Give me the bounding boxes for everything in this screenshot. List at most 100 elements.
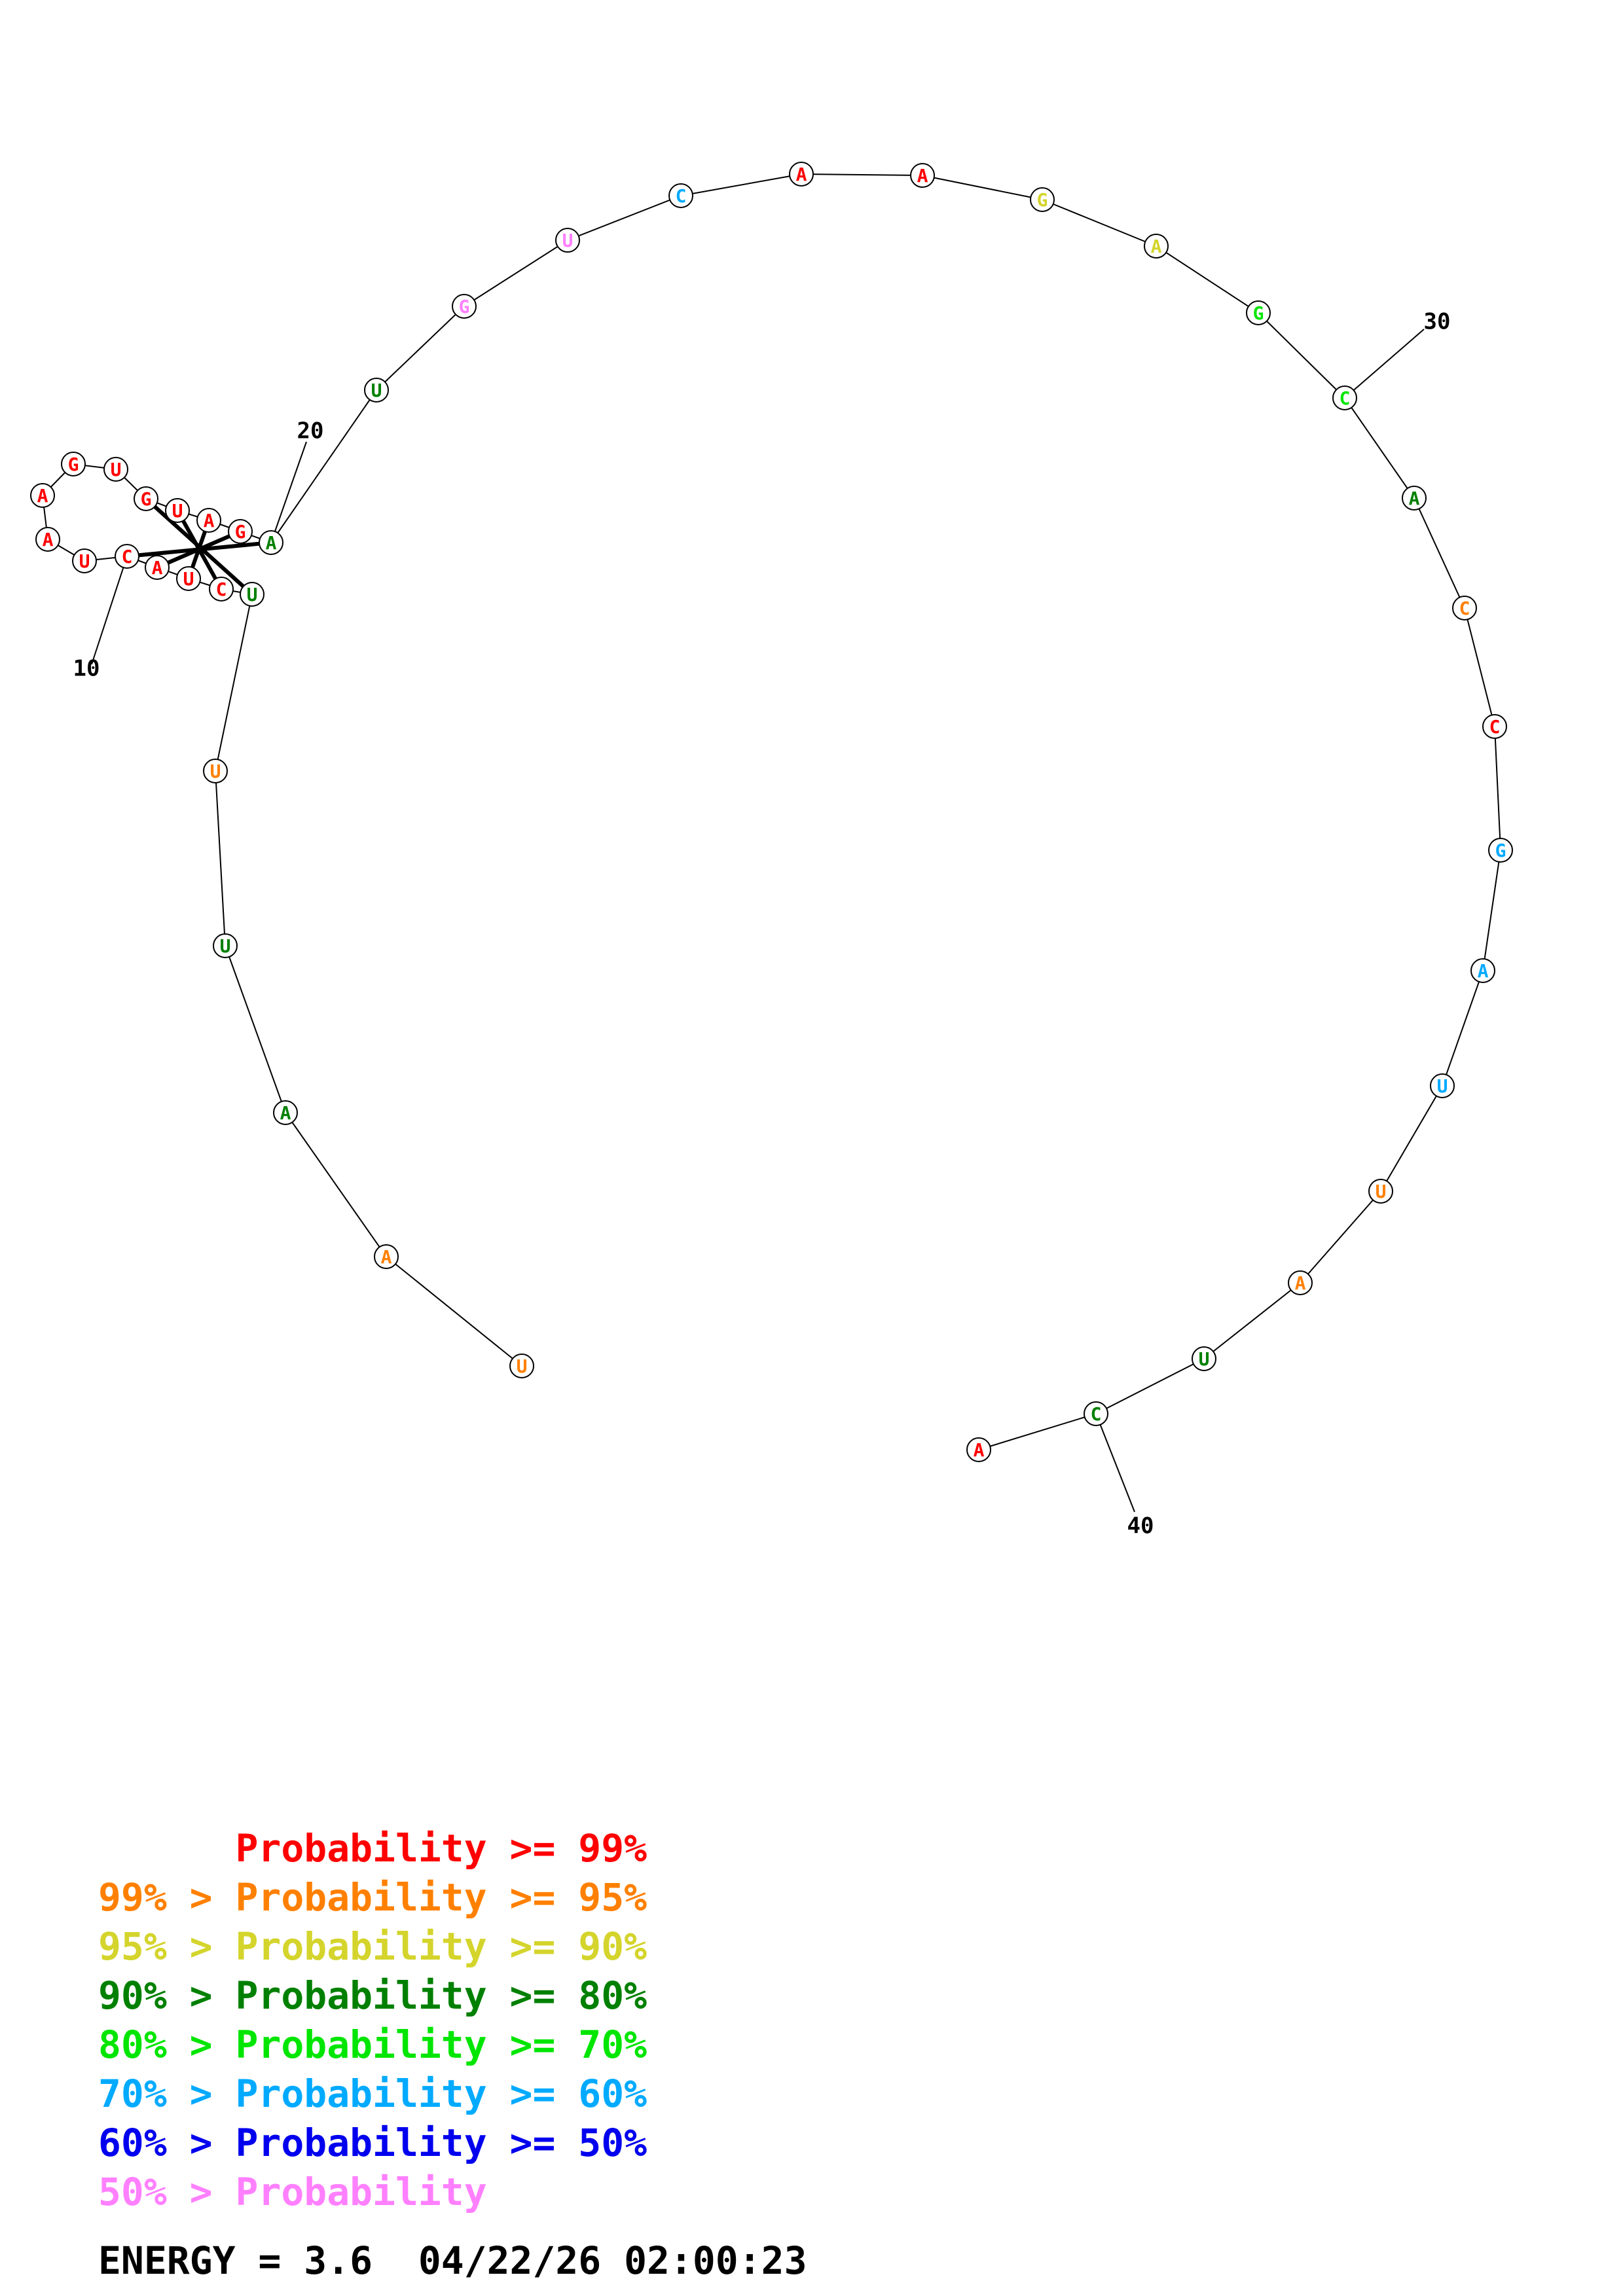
nucleotide: C <box>1452 596 1477 620</box>
backbone-link <box>1258 312 1345 399</box>
nucleotide: U <box>364 378 389 403</box>
backbone-link <box>225 945 286 1113</box>
nucleotide-letter: A <box>37 485 48 507</box>
base-pair-bond <box>144 497 254 596</box>
nucleotide: A <box>259 530 283 555</box>
nucleotide: G <box>228 519 253 544</box>
legend-entry-p50: 60% > Probability >= 50% <box>98 2121 647 2165</box>
position-label-30: 30 <box>1424 309 1451 335</box>
backbone-link <box>215 594 253 772</box>
nucleotide-circle <box>364 378 389 403</box>
nucleotide: A <box>196 508 221 533</box>
nucleotide: U <box>72 548 97 573</box>
backbone-link <box>386 1256 522 1367</box>
nucleotide: U <box>1192 1346 1216 1371</box>
nucleotide-circle <box>1288 1270 1313 1295</box>
nucleotide: G <box>452 294 477 319</box>
nucleotide: A <box>145 555 170 580</box>
nucleotide-letter: U <box>562 230 574 251</box>
legend-entry-plow: 50% > Probability <box>98 2170 487 2214</box>
nucleotide-circle <box>1368 1179 1393 1204</box>
nucleotide: U <box>213 933 238 958</box>
nucleotide-letter: A <box>974 1439 985 1461</box>
nucleotide: G <box>61 452 86 476</box>
nucleotide: C <box>1084 1401 1108 1426</box>
nucleotide-letter: C <box>676 185 687 207</box>
nucleotide: C <box>209 577 234 601</box>
nucleotide-letter: A <box>381 1246 392 1268</box>
nucleotide-circle <box>1430 1073 1455 1098</box>
nucleotide-circle <box>103 457 128 482</box>
backbone-link <box>1464 607 1495 727</box>
nucleotide-letter: A <box>266 532 277 554</box>
nucleotide-letter: C <box>216 579 227 600</box>
nucleotide-letter: A <box>917 165 928 187</box>
backbone-link <box>567 195 682 241</box>
legend-entry-p99: Probability >= 99% <box>98 1826 647 1871</box>
nucleotide: A <box>273 1100 298 1125</box>
backbone-link <box>270 389 377 543</box>
position-ticks: 10 20 30 40 <box>73 309 1451 1539</box>
nucleotide: U <box>240 582 264 607</box>
nucleotide-letter: U <box>172 500 183 522</box>
nucleotide: A <box>35 527 60 552</box>
nucleotide-letter: U <box>220 935 231 957</box>
nucleotide-circle <box>61 452 86 476</box>
nucleotide-letter: G <box>1253 302 1264 324</box>
nucleotide-letter: C <box>1091 1403 1102 1425</box>
nucleotide-circle <box>1144 234 1169 259</box>
backbone-link <box>1300 1191 1381 1283</box>
nucleotide: G <box>1246 300 1271 325</box>
nucleotide-letter: A <box>43 529 54 550</box>
nucleotide-letter: C <box>122 546 133 567</box>
nucleotide: U <box>509 1354 534 1378</box>
legend-entry-p70: 80% > Probability >= 70% <box>98 2022 647 2067</box>
backbone-link <box>376 306 465 391</box>
nucleotide: U <box>1368 1179 1393 1204</box>
nucleotide-letter: A <box>152 557 163 579</box>
nucleotide-circle <box>240 582 264 607</box>
position-tick <box>270 441 307 543</box>
nucleotide-circle <box>1192 1346 1216 1371</box>
nucleotide-letter: C <box>1489 716 1501 738</box>
nucleotide-circle <box>72 548 97 573</box>
backbone-link <box>464 240 568 307</box>
backbone-link <box>285 1112 387 1257</box>
nucleotide-circle <box>35 527 60 552</box>
nucleotide-circle <box>789 162 814 187</box>
nucleotide-letter: C <box>1340 387 1351 409</box>
nucleotide-letter: A <box>796 164 807 185</box>
nucleotide-letter: U <box>183 568 194 590</box>
nucleotide: A <box>1402 486 1427 511</box>
nucleotide: A <box>1288 1270 1313 1295</box>
nucleotide-circle <box>1246 300 1271 325</box>
position-label-10: 10 <box>73 656 100 682</box>
backbone-link <box>1413 497 1465 609</box>
energy-timestamp: ENERGY = 3.6 04/22/26 02:00:23 <box>98 2238 807 2283</box>
nucleotide-circle <box>176 566 201 591</box>
nucleotide-letter: U <box>210 761 221 782</box>
backbone-link <box>1482 850 1501 971</box>
nucleotide: U <box>203 759 228 783</box>
backbone-lines <box>42 173 1501 1450</box>
nucleotide: C <box>1332 386 1357 410</box>
nucleotide-circle <box>1470 958 1495 983</box>
position-tick <box>1344 329 1425 399</box>
nucleotide-circle <box>209 577 234 601</box>
position-label-20: 20 <box>297 418 324 444</box>
nucleotide-circle <box>165 498 190 523</box>
nucleotide-letter: U <box>371 380 382 401</box>
nucleotide-letter: A <box>1295 1272 1306 1294</box>
nucleotide-circle <box>134 486 158 511</box>
nucleotide-letter: U <box>247 584 258 605</box>
nucleotide-circle <box>966 1437 991 1462</box>
nucleotide-circle <box>668 183 693 208</box>
nucleotide: G <box>134 486 158 511</box>
nucleotide-circle <box>273 1100 298 1125</box>
position-tick <box>91 556 128 665</box>
backbone-link <box>215 770 226 946</box>
nucleotide: A <box>789 162 814 187</box>
nucleotide: A <box>1470 958 1495 983</box>
